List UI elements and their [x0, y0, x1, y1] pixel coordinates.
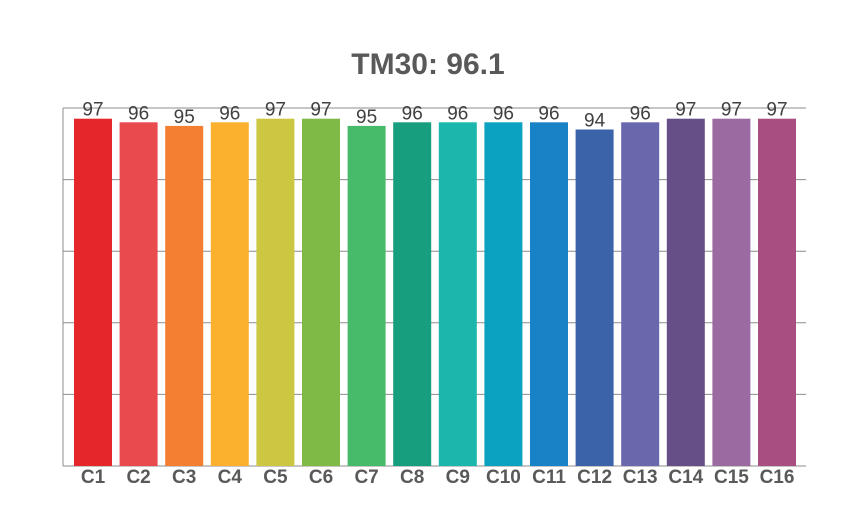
data-label-c6: 97 — [310, 100, 331, 121]
data-label-c2: 96 — [128, 103, 149, 124]
category-label-c2: C2 — [126, 467, 150, 488]
bar-c15 — [712, 118, 751, 466]
bar-c16 — [758, 118, 796, 466]
data-labels: 97 96 95 96 97 97 95 96 96 96 96 94 96 97 97 97 — [82, 100, 787, 132]
category-label-c13: C13 — [623, 467, 658, 488]
data-label-c9: 96 — [447, 103, 468, 124]
category-labels: C1 C2 C3 C4 C5 C6 C7 C8 C9 C10 C11 C12 C13 C14 C15 C16 — [81, 467, 795, 488]
bar-c14 — [666, 118, 705, 466]
category-label-c3: C3 — [172, 467, 196, 488]
bar-c1 — [74, 118, 112, 466]
bar-c12 — [575, 129, 614, 466]
bar-c10 — [484, 122, 523, 467]
data-label-c13: 96 — [630, 103, 651, 124]
data-label-c14: 97 — [675, 100, 696, 121]
category-label-c1: C1 — [81, 467, 106, 488]
bar-c6 — [302, 118, 340, 466]
bar-c9 — [438, 122, 477, 467]
bars — [74, 118, 796, 467]
category-label-c12: C12 — [577, 467, 612, 488]
bar-c2 — [119, 122, 158, 467]
data-label-c15: 97 — [721, 100, 742, 121]
chart-title: TM30: 96.1 — [351, 48, 504, 81]
data-label-c3: 95 — [174, 107, 195, 128]
data-label-c4: 96 — [219, 103, 240, 124]
category-label-c7: C7 — [354, 467, 378, 488]
category-label-c10: C10 — [486, 467, 521, 488]
category-label-c5: C5 — [263, 467, 288, 488]
category-label-c9: C9 — [446, 467, 470, 488]
bar-c7 — [347, 125, 386, 467]
data-label-c7: 95 — [356, 107, 377, 128]
bar-c8 — [393, 122, 432, 467]
data-label-c12: 94 — [584, 111, 606, 132]
data-label-c8: 96 — [402, 103, 423, 124]
data-label-c1: 97 — [82, 100, 103, 121]
data-label-c11: 96 — [538, 103, 559, 124]
category-label-c14: C14 — [668, 467, 703, 488]
category-label-c15: C15 — [714, 467, 749, 488]
bar-c5 — [256, 118, 295, 466]
category-label-c11: C11 — [532, 467, 566, 488]
bar-c13 — [621, 122, 660, 467]
bar-c4 — [210, 122, 249, 467]
category-label-c16: C16 — [760, 467, 795, 488]
category-label-c8: C8 — [400, 467, 424, 488]
data-label-c16: 97 — [766, 100, 787, 121]
category-label-c4: C4 — [218, 467, 243, 488]
category-label-c6: C6 — [309, 467, 333, 488]
data-label-c10: 96 — [493, 103, 514, 124]
bar-c3 — [165, 125, 204, 467]
data-label-c5: 97 — [265, 100, 286, 121]
bar-c11 — [530, 122, 568, 467]
